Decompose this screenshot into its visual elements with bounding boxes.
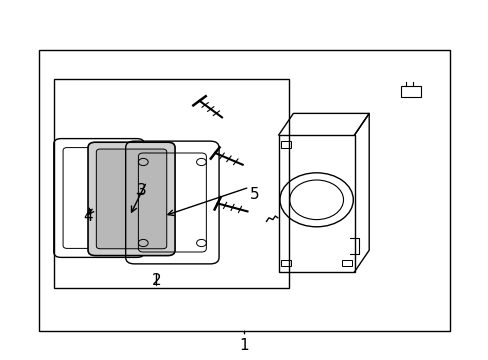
Text: 1: 1 bbox=[239, 338, 249, 353]
Bar bbox=[39, 50, 449, 331]
FancyBboxPatch shape bbox=[88, 142, 175, 256]
Bar bbox=[400, 86, 420, 97]
Bar bbox=[278, 135, 354, 272]
Bar bbox=[342, 260, 351, 266]
Text: 4: 4 bbox=[83, 208, 93, 224]
Bar bbox=[281, 260, 290, 266]
Bar bbox=[281, 141, 290, 148]
Text: 2: 2 bbox=[151, 273, 161, 288]
Text: 3: 3 bbox=[137, 183, 146, 198]
FancyBboxPatch shape bbox=[96, 149, 166, 249]
Text: 5: 5 bbox=[249, 187, 259, 202]
Bar bbox=[54, 79, 288, 288]
